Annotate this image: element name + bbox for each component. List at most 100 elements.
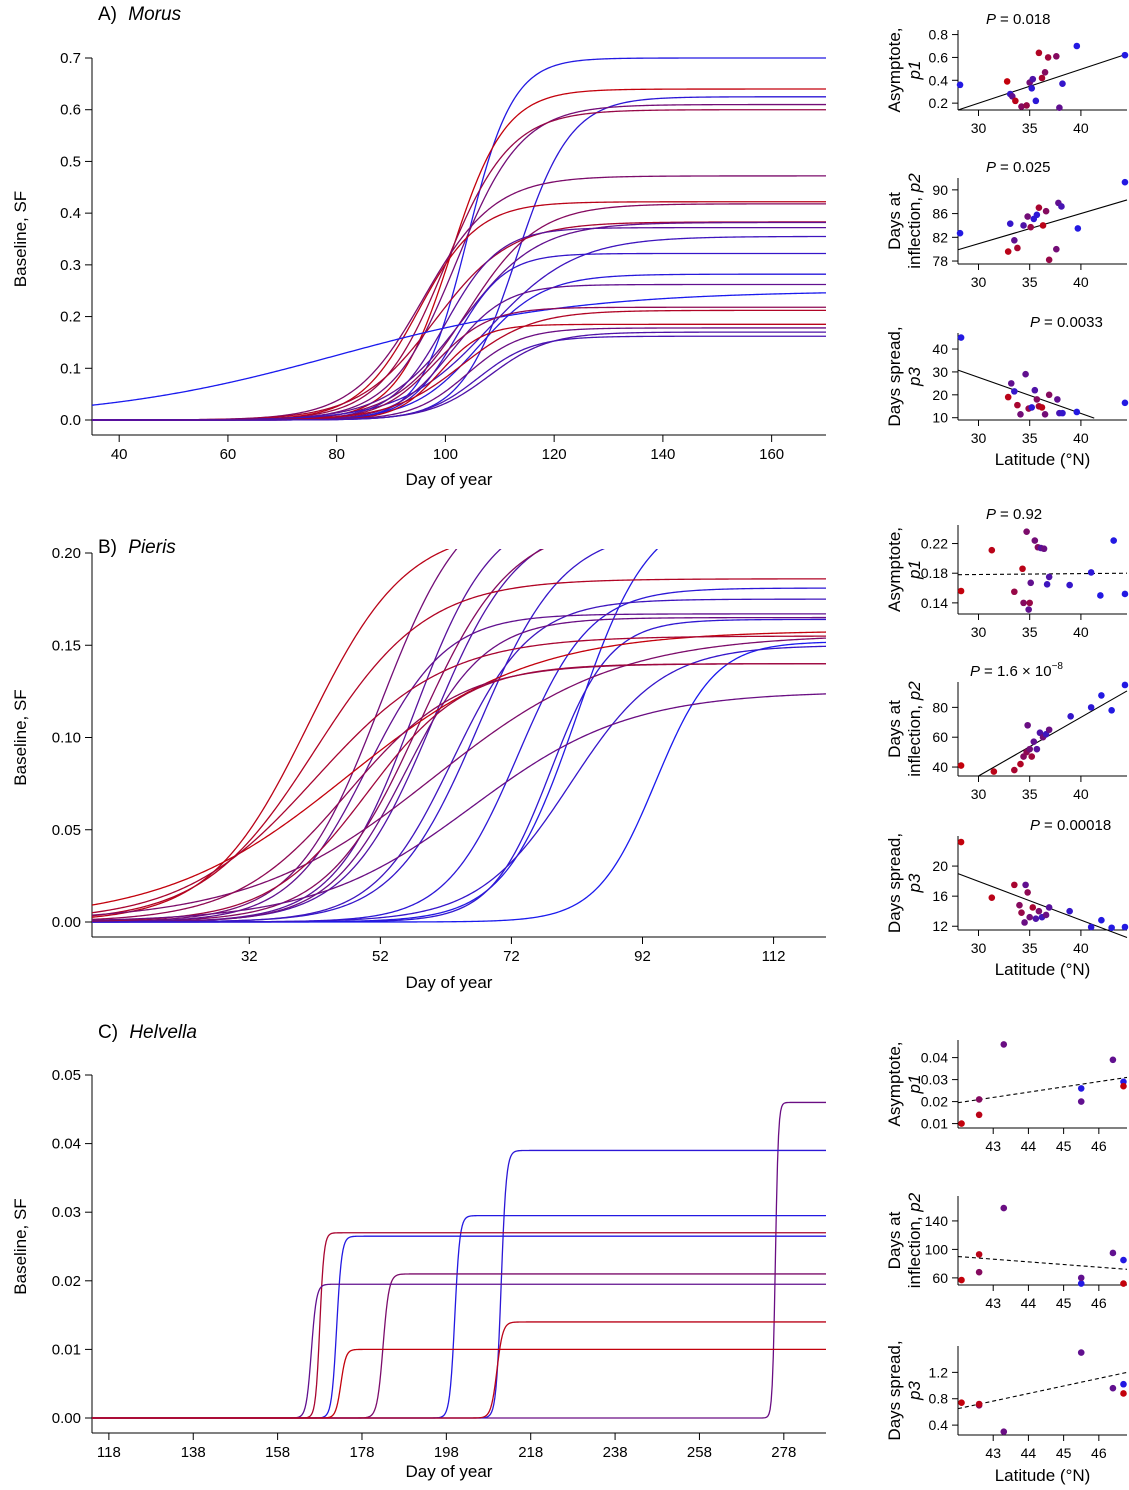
point-C-p3-0 [958,1399,965,1406]
y-tick-label: 20 [932,387,948,403]
point-B-p3-7 [1024,889,1031,896]
y-tick-label: 0.00 [52,1410,81,1427]
y-tick-label: 78 [932,253,948,269]
fit-line [957,53,1128,111]
point-A-p3-8 [1028,404,1036,411]
point-B-p3-17 [1098,916,1105,924]
point-A-p1-9 [1029,75,1037,83]
point-B-p2-1 [990,768,998,775]
p-value-symbol: P [986,506,996,523]
y-tick-label: 80 [932,699,948,715]
y-tick-label: 0.00 [52,914,81,931]
x-tick-label: 40 [1073,120,1089,136]
x-tick-label: 40 [1073,786,1089,802]
point-A-p3-2 [1007,380,1015,387]
x-tick-label: 92 [634,948,651,965]
point-B-p3-6 [1022,881,1029,889]
y-axis-label-line2: p3 [905,1381,924,1401]
curve-B-main-1 [92,549,502,923]
point-A-p1-5 [1018,103,1025,110]
point-C-p2-2 [975,1251,983,1258]
x-axis-label: Day of year [406,973,493,992]
point-A-p1-11 [1035,49,1043,57]
point-B-p2-6 [1024,721,1031,729]
x-tick-label: 30 [971,786,987,802]
point-B-p3-14 [1045,904,1053,911]
point-B-p3-19 [1121,923,1129,931]
panel-title: C) Helvella [98,1022,197,1043]
y-axis-label: Asymptote,p1 [885,527,924,612]
y-tick-label: 0.8 [929,27,949,43]
point-A-p1-17 [1059,80,1066,88]
p-value: P = 0.92 [986,506,1042,523]
point-A-p3-14 [1045,391,1053,399]
point-B-p3-1 [988,894,996,901]
point-C-p3-3 [1000,1428,1008,1436]
y-tick-label: 0.1 [60,360,81,377]
y-axis-label: Days atinflection, p2 [885,173,924,269]
y-tick-label: 20 [932,858,948,874]
y-tick-label: 0.15 [52,637,81,654]
y-tick-label: 10 [932,410,948,426]
chart-C-main: 0.00 0.01 0.02 0.03 0.04 0.05 118 138 158 178 198 2… [11,1022,826,1481]
point-B-p1-1 [988,546,996,554]
chart-A-p1: 0.2 0.4 0.6 0.8 30 35 40 Asymptote,p1 P = 0.018 [885,11,1129,136]
x-tick-label: 160 [759,446,784,463]
point-B-p1-15 [1066,581,1073,589]
x-tick-label: 30 [971,274,987,290]
y-axis-label-part: p2 [905,1192,924,1212]
point-C-p1-0 [958,1120,965,1127]
curve-C-main-7 [92,1321,826,1419]
point-A-p3-15 [1054,396,1061,403]
point-A-p3-3 [1011,388,1018,395]
x-tick-label: 43 [985,1295,1001,1311]
curve-B-main-16 [92,641,826,923]
y-tick-label: 0.3 [60,257,81,274]
y-axis-label: Asymptote,p1 [885,1041,924,1126]
y-axis-label-line2: p1 [905,1075,924,1095]
y-tick-label: 86 [932,206,948,222]
point-B-p1-18 [1110,537,1117,544]
point-A-p1-19 [1121,51,1129,59]
point-A-p2-17 [1074,225,1082,232]
point-B-p1-13 [1043,581,1051,588]
y-tick-label: 0.05 [52,822,81,839]
y-axis-label-part: inflection, [905,700,924,777]
point-A-p1-0 [956,81,964,89]
x-tick-label: 100 [433,446,458,463]
panel-label: B) [98,537,122,558]
point-B-p2-2 [1011,766,1018,774]
p-value-symbol: P [986,11,996,28]
y-tick-label: 0.4 [929,1417,949,1433]
point-B-p2-17 [1098,692,1105,699]
x-tick-label: 60 [220,446,237,463]
y-axis-label-part: p3 [905,367,924,387]
curve-A-main-4 [92,109,826,421]
point-C-p2-3 [1000,1204,1008,1212]
x-tick-label: 30 [971,940,987,956]
y-axis-label: Days atinflection, p2 [885,681,924,777]
curve-A-main-2 [92,96,826,421]
y-axis-label-line2: p1 [905,61,924,81]
curve-A-main-18 [92,323,826,421]
y-axis-label-line2: p3 [905,873,924,893]
point-A-p3-9 [1031,386,1039,394]
p-value-text: = 0.00018 [1044,817,1111,834]
x-tick-label: 218 [518,1444,543,1461]
point-A-p2-16 [1058,203,1065,210]
point-A-p2-4 [1014,244,1021,252]
curve-A-main-17 [92,309,826,421]
point-C-p1-6 [1109,1056,1117,1064]
y-axis-label: Days spread,p3 [885,1340,924,1440]
curve-A-main-0 [92,57,826,421]
p-value-text: = 0.92 [1000,506,1042,523]
curve-B-main-11 [92,616,826,923]
point-A-p2-9 [1033,211,1041,219]
y-axis-label-line2: p1 [905,560,924,580]
curve-B-main-17 [92,645,826,923]
x-tick-label: 52 [372,948,389,965]
p-value-symbol: P [1030,314,1040,331]
x-tick-label: 198 [434,1444,459,1461]
point-C-p1-4 [1077,1085,1085,1092]
point-C-p2-1 [975,1268,983,1276]
